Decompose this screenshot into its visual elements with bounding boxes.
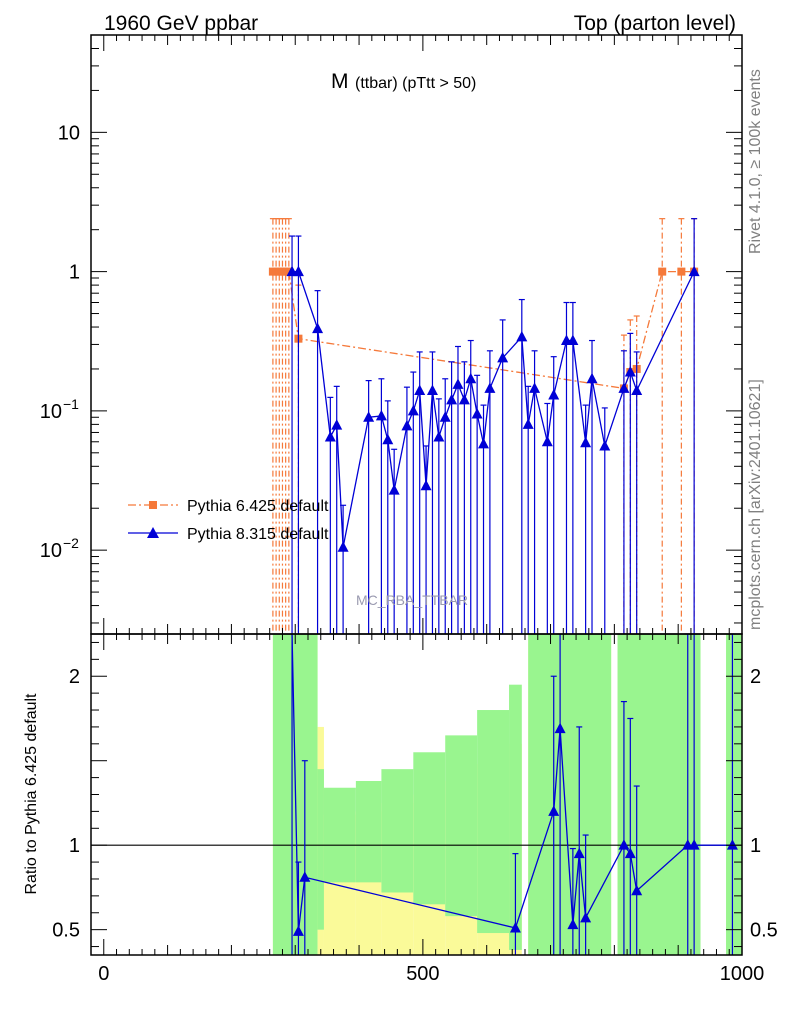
ratio-band-inner: [381, 769, 414, 893]
ratio-y-tick-label: 0.5: [52, 920, 80, 942]
series-line-pythia8: [292, 270, 695, 548]
plot-title-sub: (ttbar) (pTtt > 50): [355, 75, 476, 92]
header-left: 1960 GeV ppbar: [104, 12, 258, 35]
data-point-pythia8: [497, 351, 509, 363]
ratio-band-inner: [323, 787, 356, 883]
ratio-bands: [272, 634, 742, 955]
x-tick-label: 1000: [720, 963, 765, 985]
data-point-pythia8: [331, 419, 343, 430]
data-point-pythia8: [382, 433, 394, 445]
data-point-pythia8: [529, 382, 541, 393]
data-point-pythia8: [522, 418, 534, 429]
data-point-pythia8: [414, 384, 426, 396]
ratio-y-tick-label-right: 2: [750, 666, 761, 688]
data-point-pythia8: [541, 435, 553, 447]
ratio-band-inner: [509, 684, 522, 950]
y-tick-label: 1: [69, 262, 80, 284]
ratio-data-point: [618, 839, 630, 850]
data-point-pythia8: [548, 389, 560, 400]
data-point-pythia6: [284, 267, 293, 276]
ratio-data-point: [631, 884, 643, 896]
data-point-pythia8: [471, 407, 483, 419]
ratio-data-point: [573, 847, 585, 859]
data-point-pythia8: [388, 484, 400, 495]
data-point-pythia8: [580, 436, 592, 448]
data-point-pythia8: [401, 419, 413, 431]
y-tick-label: 10: [58, 122, 80, 144]
x-tick-label: 500: [406, 963, 439, 985]
ratio-band-inner: [528, 634, 612, 955]
data-point-pythia8: [452, 378, 464, 389]
y-tick-label: 10: [40, 401, 62, 423]
ratio-y-tick-label: 2: [69, 666, 80, 688]
legend: Pythia 6.425 default Pythia 8.315 defaul…: [128, 498, 329, 543]
data-point-pythia8: [631, 384, 643, 396]
ratio-band-inner: [617, 634, 701, 955]
mcplots-label: mcplots.cern.ch [arXiv:2401.10621]: [747, 379, 764, 630]
ratio-data-point: [624, 847, 636, 859]
data-point-pythia8: [446, 393, 458, 405]
data-point-pythia6: [658, 267, 667, 276]
ratio-data-point: [548, 805, 560, 816]
data-point-pythia8: [484, 382, 496, 393]
header-right: Top (parton level): [574, 12, 736, 35]
legend-marker-pythia8: [147, 527, 159, 538]
rivet-label: Rivet 4.1.0, ≥ 100k events: [747, 69, 764, 254]
ratio-band-inner: [445, 735, 478, 917]
ratio-data-point: [580, 911, 592, 923]
data-point-pythia8: [458, 393, 470, 405]
legend-label-pythia6: Pythia 6.425 default: [187, 498, 329, 515]
data-point-pythia8: [567, 334, 579, 346]
data-point-pythia8: [465, 372, 477, 384]
data-point-pythia8: [312, 322, 324, 334]
ratio-data-point: [292, 925, 304, 936]
ratio-y-tick-label: 1: [69, 835, 80, 857]
data-point-pythia8: [324, 430, 336, 442]
ratio-y-tick-label-right: 0.5: [750, 920, 778, 942]
data-point-pythia8: [292, 265, 304, 277]
data-point-pythia8: [363, 411, 375, 422]
data-point-pythia8: [516, 330, 528, 342]
data-point-pythia6: [677, 267, 686, 276]
legend-label-pythia8: Pythia 8.315 default: [187, 526, 329, 543]
data-point-pythia8: [439, 411, 451, 422]
ratio-band-inner: [317, 769, 324, 930]
data-point-pythia8: [407, 404, 419, 416]
data-point-pythia8: [375, 409, 387, 421]
y-tick-exponent: −1: [63, 396, 79, 412]
data-point-pythia8: [599, 439, 611, 451]
data-point-pythia8: [618, 382, 630, 393]
ratio-data-point: [567, 918, 579, 930]
ratio-data-point: [688, 839, 700, 850]
data-point-pythia8: [478, 437, 490, 449]
data-point-pythia8: [433, 430, 445, 442]
ratio-panel: [91, 633, 742, 955]
y-tick-exponent: −2: [63, 535, 79, 551]
data-point-pythia8: [426, 384, 438, 396]
ratio-band-inner: [413, 752, 446, 905]
main-frame: [90, 34, 743, 635]
data-point-pythia8: [688, 265, 700, 277]
ratio-data-point: [299, 871, 311, 882]
ratio-band-inner: [355, 780, 382, 883]
y-tick-label: 10: [40, 540, 62, 562]
x-tick-label: 0: [98, 963, 109, 985]
ratio-y-tick-label-right: 1: [750, 835, 761, 857]
data-point-pythia8: [624, 366, 636, 377]
ratio-ylabel: Ratio to Pythia 6.425 default: [23, 693, 40, 895]
main-panel: [268, 218, 700, 634]
ratio-data-point: [509, 921, 521, 933]
ratio-data-point: [726, 839, 738, 850]
legend-marker-pythia6: [149, 501, 157, 509]
plot-title-main: M: [331, 70, 349, 93]
ratio-band-inner: [477, 710, 510, 934]
data-point-pythia8: [586, 372, 598, 384]
watermark: MC_RBA_TTBAR: [356, 592, 468, 608]
ratio-data-point: [554, 722, 566, 734]
data-point-pythia8: [420, 479, 432, 491]
data-point-pythia8: [337, 541, 349, 552]
